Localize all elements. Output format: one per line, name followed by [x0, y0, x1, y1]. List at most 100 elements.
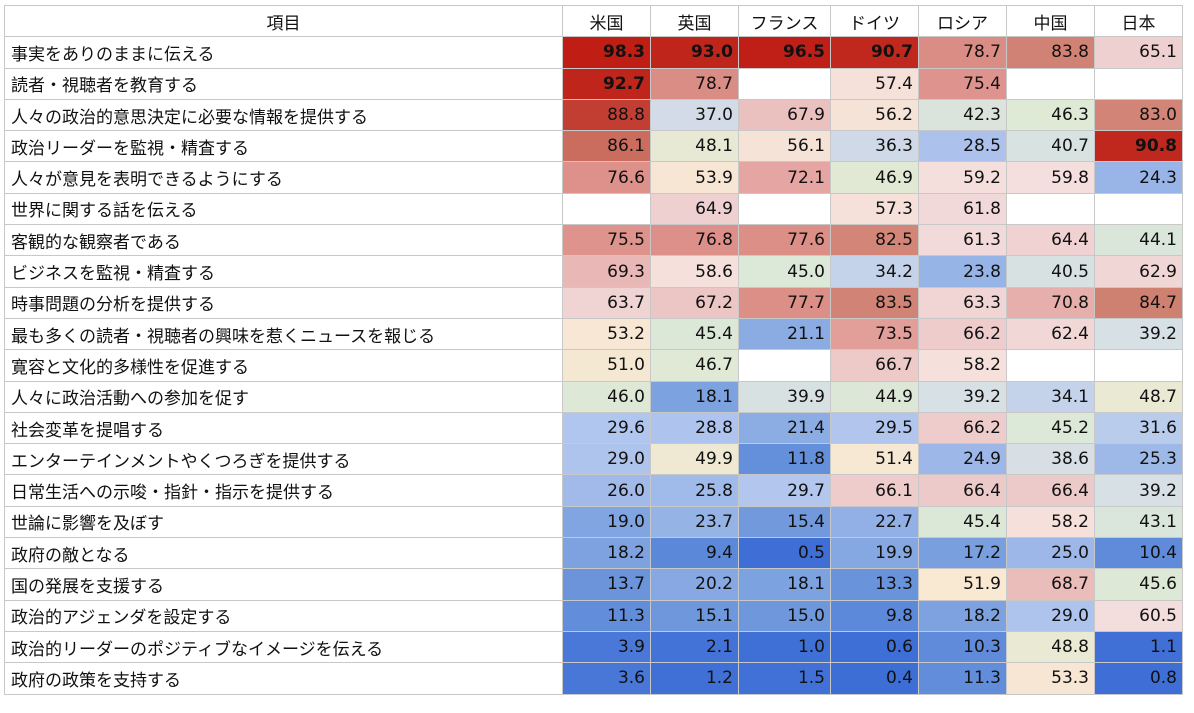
heatmap-cell: 61.3 — [918, 224, 1007, 257]
heatmap-cell: 58.2 — [1006, 505, 1095, 539]
row-label: 世界に関する話を伝える — [4, 192, 563, 226]
heatmap-cell: 62.9 — [1094, 255, 1183, 288]
heatmap-cell: 57.3 — [830, 192, 919, 226]
heatmap-cell: 10.3 — [918, 630, 1007, 664]
heatmap-cell: 29.6 — [562, 411, 651, 445]
heatmap-cell: 56.1 — [738, 130, 831, 163]
row-label: 政府の敵となる — [4, 537, 563, 570]
heatmap-cell: 98.3 — [562, 36, 651, 69]
heatmap-cell: 28.8 — [650, 411, 739, 445]
row-label: 読者・視聴者を教育する — [4, 67, 563, 100]
heatmap-cell: 39.2 — [918, 380, 1007, 413]
heatmap-cell: 34.2 — [830, 255, 919, 288]
heatmap-cell: 59.2 — [918, 161, 1007, 194]
heatmap-cell: 69.3 — [562, 255, 651, 288]
heatmap-cell: 29.0 — [562, 443, 651, 476]
heatmap-cell: 25.8 — [650, 474, 739, 507]
header-row: 項目 米国 英国 フランス ドイツ ロシア 中国 日本 — [4, 4, 1183, 38]
heatmap-cell: 93.0 — [650, 36, 739, 69]
row-label: 客観的な観察者である — [4, 224, 563, 257]
row-label: 最も多くの読者・視聴者の興味を惹くニュースを報じる — [4, 317, 563, 351]
heatmap-cell: 2.1 — [650, 630, 739, 664]
row-label: 政治的リーダーのポジティブなイメージを伝える — [4, 630, 563, 664]
heatmap-cell: 92.7 — [562, 67, 651, 100]
heatmap-cell: 84.7 — [1094, 286, 1183, 319]
heatmap-cell — [1094, 349, 1183, 382]
table-row: 国の発展を支援する 13.7 20.2 18.1 13.3 51.9 68.7 45.6 — [4, 568, 1183, 601]
heatmap-cell: 70.8 — [1006, 286, 1095, 319]
heatmap-cell: 66.4 — [1006, 474, 1095, 507]
heatmap-cell: 86.1 — [562, 130, 651, 163]
heatmap-cell: 63.7 — [562, 286, 651, 319]
heatmap-cell: 28.5 — [918, 130, 1007, 163]
header-country: ドイツ — [830, 4, 919, 38]
table-row: 政府の敵となる 18.2 9.4 0.5 19.9 17.2 25.0 10.4 — [4, 537, 1183, 570]
heatmap-cell: 1.5 — [738, 662, 831, 695]
table-row: 読者・視聴者を教育する 92.7 78.7 57.4 75.4 — [4, 67, 1183, 100]
heatmap-cell: 48.1 — [650, 130, 739, 163]
heatmap-cell: 26.0 — [562, 474, 651, 507]
heatmap-cell — [1006, 67, 1095, 100]
heatmap-cell: 18.1 — [650, 380, 739, 413]
row-label: エンターテインメントやくつろぎを提供する — [4, 443, 563, 476]
heatmap-cell: 78.7 — [918, 36, 1007, 69]
heatmap-cell — [562, 192, 651, 226]
heatmap-cell: 46.9 — [830, 161, 919, 194]
heatmap-cell: 0.4 — [830, 662, 919, 695]
heatmap-cell: 83.5 — [830, 286, 919, 319]
heatmap-cell: 22.7 — [830, 505, 919, 539]
heatmap-cell: 13.3 — [830, 568, 919, 601]
header-country: 英国 — [650, 4, 739, 38]
heatmap-cell: 76.6 — [562, 161, 651, 194]
table-row: 時事問題の分析を提供する 63.7 67.2 77.7 83.5 63.3 70.8 84.7 — [4, 286, 1183, 319]
heatmap-cell: 40.5 — [1006, 255, 1095, 288]
heatmap-cell: 15.1 — [650, 599, 739, 632]
heatmap-cell: 90.8 — [1094, 130, 1183, 163]
heatmap-cell: 10.4 — [1094, 537, 1183, 570]
heatmap-cell: 15.0 — [738, 599, 831, 632]
heatmap-cell: 19.0 — [562, 505, 651, 539]
heatmap-cell: 61.8 — [918, 192, 1007, 226]
heatmap-cell: 39.2 — [1094, 317, 1183, 351]
row-label: 人々に政治活動への参加を促す — [4, 380, 563, 413]
heatmap-cell: 46.0 — [562, 380, 651, 413]
heatmap-cell: 29.0 — [1006, 599, 1095, 632]
heatmap-cell: 62.4 — [1006, 317, 1095, 351]
table-row: 世論に影響を及ぼす 19.0 23.7 15.4 22.7 45.4 58.2 43.1 — [4, 505, 1183, 539]
heatmap-cell: 17.2 — [918, 537, 1007, 570]
heatmap-cell: 49.9 — [650, 443, 739, 476]
heatmap-cell: 9.4 — [650, 537, 739, 570]
heatmap-cell: 58.6 — [650, 255, 739, 288]
heatmap-cell: 66.1 — [830, 474, 919, 507]
heatmap-cell: 31.6 — [1094, 411, 1183, 445]
heatmap-cell: 21.4 — [738, 411, 831, 445]
heatmap-cell: 44.1 — [1094, 224, 1183, 257]
row-label: 時事問題の分析を提供する — [4, 286, 563, 319]
table-row: 最も多くの読者・視聴者の興味を惹くニュースを報じる 53.2 45.4 21.1 73.… — [4, 317, 1183, 351]
heatmap-cell: 72.1 — [738, 161, 831, 194]
heatmap-cell: 1.0 — [738, 630, 831, 664]
heatmap-cell: 45.2 — [1006, 411, 1095, 445]
heatmap-cell: 20.2 — [650, 568, 739, 601]
heatmap-cell: 45.4 — [650, 317, 739, 351]
table-row: ビジネスを監視・精査する 69.3 58.6 45.0 34.2 23.8 40.5 62.9 — [4, 255, 1183, 288]
heatmap-cell: 23.8 — [918, 255, 1007, 288]
heatmap-cell — [738, 67, 831, 100]
heatmap-cell: 90.7 — [830, 36, 919, 69]
heatmap-cell: 0.5 — [738, 537, 831, 570]
heatmap-cell: 48.7 — [1094, 380, 1183, 413]
heatmap-cell: 29.7 — [738, 474, 831, 507]
row-label: 人々の政治的意思決定に必要な情報を提供する — [4, 98, 563, 132]
header-country: フランス — [738, 4, 831, 38]
heatmap-cell: 18.2 — [562, 537, 651, 570]
heatmap-cell: 21.1 — [738, 317, 831, 351]
heatmap-cell: 23.7 — [650, 505, 739, 539]
heatmap-cell: 34.1 — [1006, 380, 1095, 413]
row-label: 寛容と文化的多様性を促進する — [4, 349, 563, 382]
heatmap-cell: 0.8 — [1094, 662, 1183, 695]
heatmap-cell: 40.7 — [1006, 130, 1095, 163]
heatmap-cell — [1094, 192, 1183, 226]
heatmap-cell: 53.3 — [1006, 662, 1095, 695]
heatmap-cell: 56.2 — [830, 98, 919, 132]
table-row: 日常生活への示唆・指針・指示を提供する 26.0 25.8 29.7 66.1 66.4 6… — [4, 474, 1183, 507]
